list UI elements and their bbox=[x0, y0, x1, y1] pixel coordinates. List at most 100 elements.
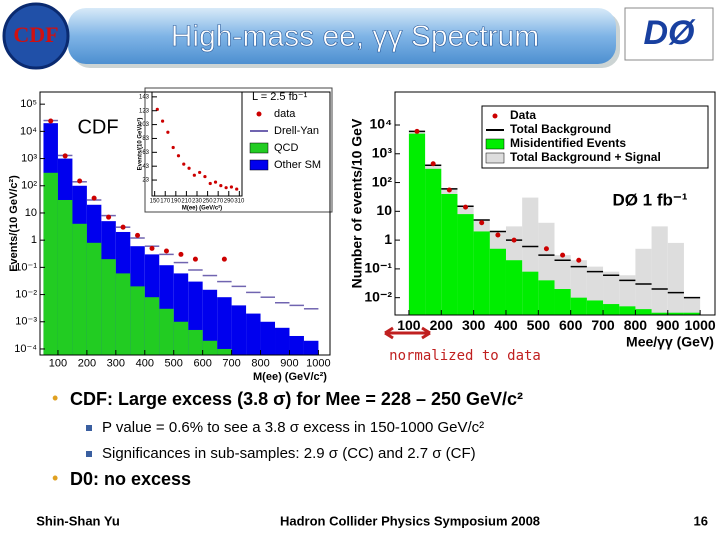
y-tick-label: 43 bbox=[142, 164, 149, 170]
x-tick-label: 100 bbox=[49, 358, 67, 370]
data-point bbox=[430, 161, 436, 167]
data-point bbox=[106, 214, 112, 220]
legend-label: Drell-Yan bbox=[274, 125, 319, 137]
x-tick-label: 400 bbox=[136, 358, 154, 370]
data-point bbox=[149, 245, 155, 251]
x-tick-label: 900 bbox=[280, 358, 298, 370]
x-axis-label: M(ee) (GeV/c²) bbox=[182, 205, 222, 212]
y-tick-label: 10⁻¹ bbox=[364, 260, 392, 276]
legend-label: Data bbox=[510, 108, 536, 122]
legend-swatch bbox=[485, 138, 505, 150]
x-axis-label: Mee/γγ (GeV) bbox=[626, 334, 714, 350]
footer-author: Shin-Shan Yu bbox=[36, 513, 120, 528]
footer-event: Hadron Collider Physics Symposium 2008 bbox=[280, 513, 540, 528]
x-tick-label: 700 bbox=[222, 358, 240, 370]
annotation: DØ 1 fb⁻¹ bbox=[612, 190, 687, 209]
annotation-box bbox=[68, 112, 128, 142]
legend-swatch bbox=[485, 152, 505, 164]
data-point bbox=[224, 186, 228, 190]
bar bbox=[683, 312, 701, 315]
data-point bbox=[178, 251, 184, 257]
title-bar bbox=[68, 8, 616, 64]
data-point bbox=[213, 180, 218, 184]
bar bbox=[635, 309, 652, 315]
bar bbox=[522, 271, 539, 315]
y-tick-label: 10⁵ bbox=[20, 98, 37, 110]
bar bbox=[441, 194, 458, 315]
data-point bbox=[560, 252, 566, 258]
bar bbox=[303, 340, 319, 355]
sub-bullet-mark bbox=[86, 451, 92, 457]
y-axis-label: Number of events/10 GeV bbox=[349, 118, 365, 288]
x-tick-label: 190 bbox=[171, 198, 182, 204]
x-tick-label: 210 bbox=[181, 198, 192, 204]
y-tick-label: 103 bbox=[139, 122, 150, 128]
data-point bbox=[192, 173, 196, 177]
bar bbox=[473, 231, 490, 315]
bar bbox=[408, 133, 426, 315]
plot-area bbox=[43, 118, 319, 355]
y-tick-label: 143 bbox=[139, 94, 150, 100]
x-tick-label: 500 bbox=[165, 358, 183, 370]
plot-area bbox=[155, 107, 239, 191]
logo-d0-text: DØ bbox=[644, 14, 697, 52]
bar bbox=[489, 248, 506, 315]
x-tick-label: 200 bbox=[430, 317, 454, 333]
bar bbox=[570, 297, 587, 315]
y-tick-label: 10³ bbox=[372, 144, 393, 160]
data-point bbox=[176, 154, 181, 158]
bullet-mark: • bbox=[52, 468, 58, 488]
x-tick-label: 230 bbox=[192, 198, 203, 204]
x-tick-label: 170 bbox=[160, 198, 171, 204]
legend-label: Total Background bbox=[510, 122, 611, 136]
x-tick-label: 270 bbox=[213, 198, 224, 204]
y-tick-label: 10⁻² bbox=[364, 288, 392, 304]
logo-d0 bbox=[624, 7, 714, 61]
data-point bbox=[135, 232, 141, 238]
data-point bbox=[511, 237, 517, 243]
annotation: CDF bbox=[77, 116, 118, 138]
data-point bbox=[48, 118, 54, 124]
x-tick-label: 100 bbox=[397, 317, 421, 333]
bar bbox=[586, 300, 604, 315]
x-tick-label: 700 bbox=[591, 317, 615, 333]
y-tick-label: 63 bbox=[142, 150, 149, 156]
bar bbox=[115, 273, 131, 355]
x-tick-label: 600 bbox=[193, 358, 211, 370]
note: normalized to data bbox=[389, 348, 541, 364]
data-point bbox=[77, 178, 83, 184]
data-point bbox=[163, 248, 169, 254]
data-point bbox=[187, 166, 191, 170]
data-point bbox=[203, 174, 207, 179]
x-tick-label: 500 bbox=[527, 317, 551, 333]
bar bbox=[43, 172, 58, 355]
bar bbox=[202, 340, 218, 355]
y-tick-label: 83 bbox=[142, 136, 149, 142]
plot-area bbox=[408, 128, 701, 315]
bar bbox=[101, 259, 116, 355]
x-tick-label: 290 bbox=[224, 198, 235, 204]
bar bbox=[144, 297, 160, 355]
x-tick-label: 1000 bbox=[306, 358, 330, 370]
x-tick-label: 400 bbox=[494, 317, 518, 333]
legend-swatch bbox=[256, 111, 262, 117]
bullet-text: D0: no excess bbox=[70, 469, 191, 489]
bar bbox=[457, 214, 474, 315]
data-point bbox=[235, 187, 239, 191]
legend-label: data bbox=[274, 108, 296, 120]
legend-swatch bbox=[249, 159, 269, 171]
logo-cdf-text: CDF bbox=[13, 22, 58, 47]
data-point bbox=[446, 187, 452, 193]
y-tick-label: 10⁴ bbox=[370, 116, 393, 132]
x-tick-label: 310 bbox=[234, 198, 245, 204]
plot-frame bbox=[394, 91, 716, 316]
y-tick-label: 10⁻¹ bbox=[15, 261, 37, 273]
bar bbox=[603, 304, 620, 315]
legend-box bbox=[481, 105, 709, 169]
data-point bbox=[182, 162, 186, 166]
title: High-mass ee, γγ Spectrum bbox=[171, 20, 539, 53]
bar bbox=[651, 226, 668, 315]
data-point bbox=[120, 224, 126, 230]
y-axis-label: Events/(10 GeV/c²) bbox=[8, 175, 20, 272]
